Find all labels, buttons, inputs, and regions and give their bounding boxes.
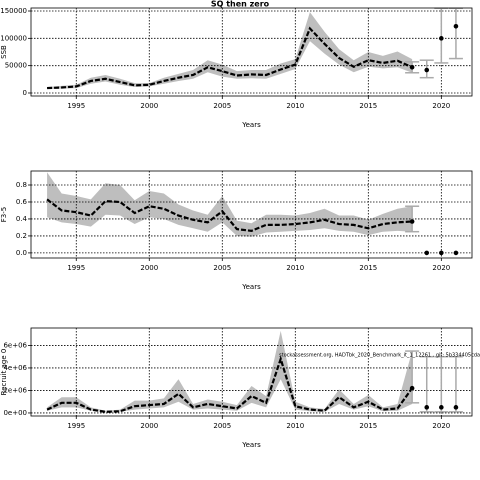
x-tick-label: 1995 bbox=[67, 264, 85, 272]
y-tick-label: 0 bbox=[23, 89, 27, 97]
y-tick-label: 0.8 bbox=[16, 181, 27, 189]
y-tick-label: 4e+06 bbox=[3, 364, 27, 372]
plot-frame bbox=[30, 327, 473, 417]
x-tick-label: 2005 bbox=[213, 264, 231, 272]
projection-point bbox=[424, 405, 430, 410]
estimate-line bbox=[46, 355, 414, 413]
y-tick-label: 50000 bbox=[5, 62, 27, 70]
x-tick-label: 1995 bbox=[67, 422, 85, 430]
x-axis-label: Years bbox=[241, 121, 261, 129]
projection-point bbox=[439, 405, 444, 410]
x-tick-label: 2020 bbox=[432, 102, 450, 110]
plot-frame bbox=[30, 170, 473, 259]
confidence-band bbox=[47, 12, 413, 90]
x-tick-label: 2000 bbox=[140, 102, 158, 110]
x-tick-label: 2000 bbox=[140, 422, 158, 430]
annotation: stockassessment.org, HADTbk_2020_Benchma… bbox=[279, 353, 480, 359]
projection-point bbox=[424, 250, 430, 256]
y-tick-label: 0e+00 bbox=[3, 409, 27, 417]
y-tick-label: 0.6 bbox=[16, 198, 28, 206]
x-tick-label: 2005 bbox=[213, 102, 231, 110]
y-tick-label: 6e+06 bbox=[3, 341, 27, 349]
x-tick-label: 1995 bbox=[67, 102, 85, 110]
y-axis-label: F3-5 bbox=[0, 207, 8, 222]
x-tick-label: 2010 bbox=[286, 264, 304, 272]
estimate-line bbox=[46, 198, 413, 232]
x-tick-label: 2010 bbox=[286, 422, 304, 430]
plot-frame bbox=[30, 7, 473, 97]
chart-title: SQ then zero bbox=[211, 0, 270, 9]
confidence-band bbox=[47, 330, 413, 413]
y-tick-label: 100000 bbox=[0, 34, 27, 42]
y-tick-label: 0.4 bbox=[16, 215, 28, 223]
y-axis-label: Recruit age 0 bbox=[0, 349, 8, 396]
y-tick-label: 0.2 bbox=[16, 232, 27, 240]
x-tick-label: 2015 bbox=[359, 422, 377, 430]
x-tick-label: 2015 bbox=[359, 102, 377, 110]
projection-point bbox=[453, 24, 459, 29]
y-tick-label: 150000 bbox=[0, 7, 27, 15]
x-tick-label: 2005 bbox=[213, 422, 231, 430]
projection-point bbox=[453, 250, 459, 256]
y-tick-label: 2e+06 bbox=[3, 386, 27, 394]
x-tick-label: 2020 bbox=[432, 422, 450, 430]
x-axis-label: Years bbox=[241, 441, 261, 449]
estimate-line bbox=[47, 26, 413, 90]
x-tick-label: 2020 bbox=[432, 264, 450, 272]
x-tick-label: 2015 bbox=[359, 264, 377, 272]
projection-point bbox=[409, 385, 415, 391]
x-axis-label: Years bbox=[241, 283, 261, 291]
projection-point bbox=[439, 36, 444, 41]
y-axis-label: SSB bbox=[0, 45, 8, 59]
y-tick-label: 0.0 bbox=[16, 249, 27, 257]
projection-point bbox=[424, 67, 430, 73]
projection-point bbox=[409, 219, 415, 224]
projection-point bbox=[409, 65, 415, 70]
projection-point bbox=[439, 250, 444, 256]
x-tick-label: 2010 bbox=[286, 102, 304, 110]
projection-point bbox=[453, 405, 459, 410]
x-tick-label: 2000 bbox=[140, 264, 158, 272]
